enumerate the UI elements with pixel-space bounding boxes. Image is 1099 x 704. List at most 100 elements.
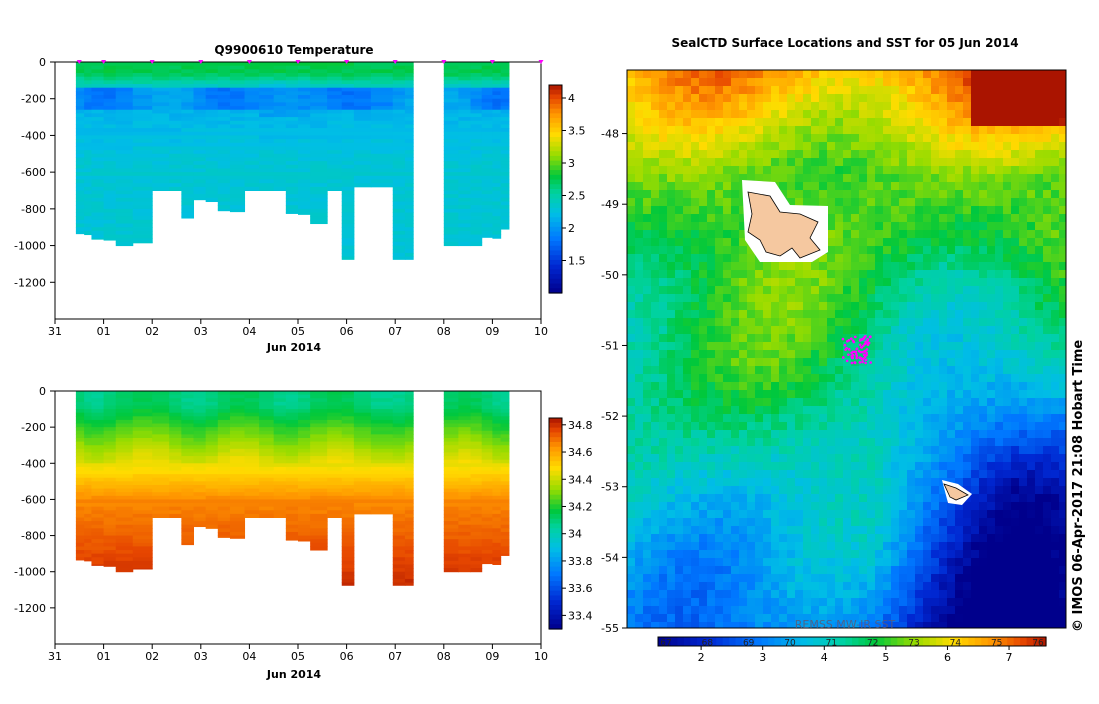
profile-cell: [393, 139, 406, 143]
sst-cell: [747, 86, 756, 95]
colorbar-label: 3.5: [568, 125, 586, 138]
sst-cell: [867, 318, 876, 327]
sst-cell: [931, 110, 940, 119]
profile-cell: [298, 77, 311, 81]
x-tick-label: 01: [97, 650, 111, 663]
sst-cell: [867, 150, 876, 159]
sst-cell: [675, 246, 684, 255]
profile-cell: [342, 561, 355, 565]
profile-cell: [76, 172, 85, 176]
sst-cell: [891, 350, 900, 359]
profile-cell: [116, 84, 134, 88]
profile-cell: [298, 416, 311, 420]
profile-cell: [471, 445, 483, 449]
profile-cell: [393, 525, 406, 529]
sst-cell: [891, 198, 900, 207]
sst-cell: [907, 142, 916, 151]
sst-cell: [683, 158, 692, 167]
profile-cell: [492, 235, 501, 239]
sst-cell: [891, 318, 900, 327]
profile-cell: [206, 95, 219, 99]
sst-cell: [787, 110, 796, 119]
sst-cell: [755, 310, 764, 319]
sst-cell: [651, 102, 660, 111]
sst-cell: [651, 342, 660, 351]
sst-cell: [627, 334, 636, 343]
colorbar-swatch: [549, 432, 562, 437]
profile-cell: [354, 150, 372, 154]
sst-cell: [1043, 198, 1052, 207]
sst-cell: [699, 246, 708, 255]
sst-cell: [771, 302, 780, 311]
profile-cell: [405, 143, 414, 147]
sst-cell: [1011, 126, 1020, 135]
profile-cell: [84, 205, 92, 209]
profile-cell: [492, 121, 501, 125]
profile-cell: [245, 474, 260, 478]
profile-cell: [327, 146, 342, 150]
profile-cell: [76, 532, 85, 536]
sst-cell: [1051, 78, 1060, 87]
profile-cell: [501, 471, 510, 475]
profile-cell: [181, 124, 194, 128]
sst-cell: [963, 230, 972, 239]
sst-cell: [995, 118, 1004, 127]
sst-cell: [795, 350, 804, 359]
sst-cell: [651, 238, 660, 247]
profile-cell: [194, 438, 207, 442]
profile-cell: [259, 69, 274, 73]
colorbar-swatch: [549, 552, 562, 557]
profile-cell: [84, 202, 92, 206]
profile-cell: [444, 485, 459, 489]
sst-cell: [723, 166, 732, 175]
profile-cell: [259, 91, 274, 95]
sst-cell: [723, 198, 732, 207]
profile-cell: [342, 113, 355, 117]
profile-cell: [354, 102, 372, 106]
colorbar-swatch: [549, 274, 562, 279]
profile-cell: [181, 187, 194, 191]
sst-cell: [835, 238, 844, 247]
profile-cell: [133, 442, 153, 446]
profile-cell: [342, 66, 355, 70]
profile-cell: [230, 205, 245, 209]
profile-cell: [482, 95, 493, 99]
profile-cell: [218, 416, 231, 420]
sst-cell: [843, 70, 852, 79]
sst-cell: [1035, 190, 1044, 199]
sst-cell: [1019, 294, 1028, 303]
profile-cell: [104, 157, 117, 161]
sst-cell: [1027, 110, 1036, 119]
profile-cell: [342, 257, 355, 260]
profile-cell: [245, 132, 260, 136]
profile-cell: [104, 413, 117, 417]
sst-cell: [955, 358, 964, 367]
profile-cell: [206, 139, 219, 143]
sst-cell: [659, 118, 668, 127]
sst-cell: [715, 350, 724, 359]
sst-cell: [915, 286, 924, 295]
sst-cell: [915, 190, 924, 199]
profile-cell: [286, 209, 299, 213]
sst-cell: [627, 102, 636, 111]
profile-cell: [181, 413, 194, 417]
profile-cell: [444, 231, 459, 235]
profile-cell: [133, 485, 153, 489]
profile-cell: [169, 88, 182, 92]
sst-map-panel: SealCTD Surface Locations and SST for 05…: [601, 36, 1067, 664]
sst-cell: [699, 302, 708, 311]
sst-cell: [875, 302, 884, 311]
profile-cell: [310, 431, 328, 435]
profile-cell: [133, 445, 153, 449]
profile-cell: [245, 187, 260, 191]
profile-cell: [206, 438, 219, 442]
profile-cell: [91, 102, 104, 106]
sst-cell: [891, 302, 900, 311]
profile-cell: [501, 492, 510, 496]
profile-cell: [181, 420, 194, 424]
sst-cell: [939, 182, 948, 191]
profile-cell: [501, 128, 510, 132]
sst-cell: [731, 270, 740, 279]
profile-cell: [327, 161, 342, 165]
sst-cell: [803, 286, 812, 295]
